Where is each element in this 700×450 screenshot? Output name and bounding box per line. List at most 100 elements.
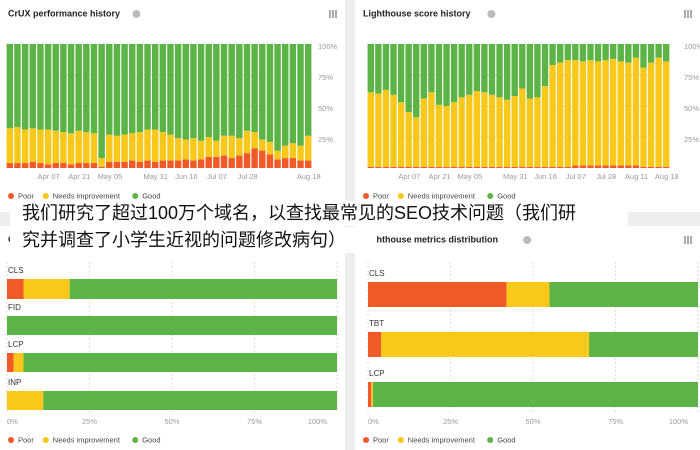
bar-segment [113, 44, 121, 136]
x-tick-label: 75% [247, 417, 262, 426]
bar-segment [98, 44, 105, 159]
bar-segment [587, 60, 594, 166]
bar-segment [481, 92, 488, 167]
x-tick-label: 75% [608, 417, 623, 426]
bar-segment [220, 155, 228, 168]
bar-segment [304, 135, 312, 161]
menu-icon[interactable] [684, 236, 692, 244]
bar-segment [151, 44, 159, 130]
overlay-background [10, 201, 628, 226]
bar-segment [121, 134, 128, 162]
overlay-text: 究并调查了小学生近视的问题修改病句） [22, 230, 346, 250]
bar-segment [75, 163, 82, 168]
bar-segment [503, 44, 511, 100]
bar-segment [190, 44, 197, 139]
bar-segment [610, 44, 617, 59]
bar-segment [526, 166, 534, 168]
bar-segment [368, 332, 382, 357]
bar-segment [167, 44, 174, 135]
bar-segment [159, 160, 167, 168]
legend-marker [8, 437, 14, 443]
y-tick-label: 50% [318, 104, 333, 113]
bar-segment [75, 44, 82, 131]
y-tick-label: 75% [684, 73, 699, 82]
bar-segment [228, 44, 235, 136]
bar-segment [549, 44, 556, 66]
bar-segment [236, 44, 243, 139]
bar-segment [549, 65, 556, 167]
legend-marker [8, 193, 14, 199]
bar-segment [144, 160, 151, 168]
menu-icon-bar [329, 10, 331, 18]
bar-segment [466, 94, 473, 167]
x-tick-label: May 31 [143, 172, 168, 181]
x-tick-label: Jun 16 [534, 172, 557, 181]
bar-segment [289, 143, 297, 159]
legend-marker [42, 437, 49, 443]
x-tick-label: 25% [82, 417, 97, 426]
bar-segment [243, 44, 251, 131]
bar-segment [647, 44, 655, 63]
bar-segment [205, 44, 212, 137]
bar-segment [556, 166, 564, 168]
bar-segment [121, 44, 128, 135]
bar-segment [572, 44, 579, 61]
bar-segment [274, 159, 281, 168]
bar-segment [594, 61, 602, 166]
bar-segment [647, 166, 655, 168]
menu-icon[interactable] [684, 10, 692, 18]
help-icon [487, 10, 496, 18]
x-tick-label: Apr 21 [429, 172, 451, 181]
bar-segment [259, 44, 266, 140]
bar-segment [503, 166, 511, 168]
bar-segment [106, 134, 113, 162]
bar-segment [289, 44, 297, 144]
bar-segment [511, 96, 518, 167]
bar-segment [481, 166, 488, 168]
bar-segment [83, 163, 90, 168]
bar-segment [6, 163, 14, 168]
bar-segment [572, 165, 579, 168]
bar-segment [602, 44, 609, 61]
bar-segment [98, 158, 105, 167]
bar-segment [587, 165, 594, 168]
bar-segment [67, 133, 75, 165]
bar-segment [450, 44, 458, 103]
bar-segment [243, 153, 251, 168]
bar-segment [98, 166, 105, 168]
bar-segment [511, 44, 518, 97]
bar-segment [251, 44, 258, 133]
x-tick-label: 0% [368, 417, 379, 426]
bar-segment [182, 44, 189, 140]
bar-segment [151, 161, 159, 168]
bar-segment [625, 62, 632, 166]
menu-icon[interactable] [329, 10, 337, 18]
bar-segment [413, 166, 420, 168]
bar-segment [60, 44, 67, 133]
bar-segment [190, 138, 197, 161]
bar-segment [259, 139, 266, 151]
bar-segment [594, 165, 602, 168]
x-tick-label: Jul 28 [596, 172, 616, 181]
bar-segment [541, 86, 549, 167]
x-tick-label: Jun 16 [175, 172, 198, 181]
bar-segment [6, 128, 14, 164]
bar-segment [663, 166, 670, 168]
bar-segment [466, 44, 473, 95]
bar-segment [617, 61, 624, 166]
bar-segment [282, 145, 289, 159]
x-tick-label: Aug 11 [625, 172, 648, 181]
bar-segment [564, 44, 571, 61]
help-icon [523, 236, 532, 244]
bar-segment [44, 129, 52, 165]
bar-segment [473, 91, 481, 167]
bar-segment [90, 133, 98, 164]
x-tick-label: Apr 07 [398, 172, 420, 181]
bar-segment [37, 44, 44, 130]
bar-segment [44, 44, 52, 130]
bar-segment [75, 130, 82, 164]
bar-segment [564, 60, 571, 167]
bar-segment [549, 166, 556, 168]
x-tick-label: Aug 18 [655, 172, 679, 181]
bar-segment [7, 279, 24, 299]
